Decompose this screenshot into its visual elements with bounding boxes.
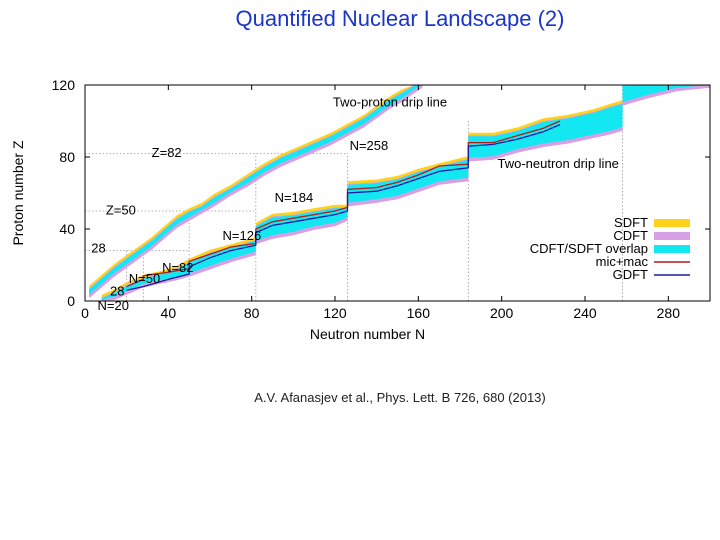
legend-label-3: mic+mac	[596, 254, 649, 269]
citation: A.V. Afanasjev et al., Phys. Lett. B 726…	[254, 390, 546, 405]
legend-swatch-2	[654, 245, 690, 253]
annotation-28-4: 28	[91, 240, 105, 255]
legend-label-4: GDFT	[613, 267, 648, 282]
plot-frame	[84, 84, 711, 302]
line-gdft	[126, 124, 561, 291]
y-tick-label-120: 120	[52, 77, 76, 93]
annotation-n-20-6: N=20	[98, 298, 129, 313]
legend-swatch-0	[654, 219, 690, 227]
legend-swatch-1	[654, 232, 690, 240]
drip-line-bands	[89, 85, 710, 301]
nuclear-landscape-chart: 0 40 80 120 160 200 240 280 0 40 80 120 Neutron numb…	[10, 77, 711, 342]
band-overlap-1	[101, 85, 710, 301]
annotation-z-50-3: Z=50	[106, 203, 136, 218]
annotation-n-258-11: N=258	[350, 138, 389, 153]
x-tick-label-240: 240	[573, 305, 597, 321]
x-tick-label-0: 0	[81, 305, 89, 321]
legend-label-2: CDFT/SDFT overlap	[530, 241, 648, 256]
x-tick-label-80: 80	[244, 305, 260, 321]
band-cdft-0	[89, 85, 423, 299]
annotation-two-neutron-drip-line-1: Two-neutron drip line	[498, 156, 619, 171]
chart-annotations: Two-proton drip line Two-neutron drip lin…	[91, 95, 619, 313]
legend-label-0: SDFT	[614, 215, 648, 230]
y-tick-label-40: 40	[59, 221, 75, 237]
axes: 0 40 80 120 160 200 240 280 0 40 80 120 Neutron numb…	[10, 77, 711, 342]
annotation-n-82-8: N=82	[162, 260, 193, 275]
annotation-two-proton-drip-line-0: Two-proton drip line	[333, 95, 447, 110]
x-tick-label-40: 40	[161, 305, 177, 321]
annotation-28-5: 28	[110, 284, 124, 299]
annotation-z-82-2: Z=82	[152, 145, 182, 160]
y-axis-label: Proton number Z	[10, 140, 26, 245]
y-tick-label-0: 0	[67, 293, 75, 309]
y-tick-label-80: 80	[59, 149, 75, 165]
x-tick-label-200: 200	[490, 305, 514, 321]
x-axis-label: Neutron number N	[310, 326, 425, 342]
model-lines	[126, 120, 561, 291]
slide-title: Quantified Nuclear Landscape (2)	[235, 6, 565, 31]
x-tick-label-120: 120	[323, 305, 347, 321]
x-tick-label-160: 160	[407, 305, 431, 321]
annotation-n-126-9: N=126	[223, 228, 262, 243]
legend-label-1: CDFT	[613, 228, 648, 243]
annotation-n-184-10: N=184	[275, 190, 314, 205]
annotation-n-50-7: N=50	[129, 271, 160, 286]
x-tick-label-280: 280	[657, 305, 681, 321]
